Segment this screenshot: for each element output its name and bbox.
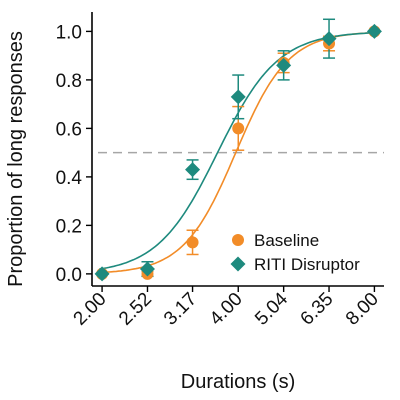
legend-label: RITI Disruptor xyxy=(254,255,360,274)
y-tick-label: 0.8 xyxy=(56,71,82,92)
data-point xyxy=(230,89,246,105)
y-axis-title: Proportion of long responses xyxy=(5,31,27,287)
data-point xyxy=(276,57,292,73)
x-tick-label: 5.04 xyxy=(251,288,292,329)
y-tick-label: 0.0 xyxy=(56,265,82,286)
x-tick-label: 3.17 xyxy=(160,289,201,330)
data-point xyxy=(186,236,199,249)
data-points xyxy=(94,23,382,282)
x-axis-title: Durations (s) xyxy=(181,371,295,393)
x-tick-label: 6.35 xyxy=(297,289,338,330)
data-point xyxy=(94,266,110,282)
y-tick-label: 0.6 xyxy=(56,119,82,140)
axes: 0.0 0.2 0.4 0.6 0.8 1.0 2.00 2.52 3.17 4.00 5.04 6.… xyxy=(56,12,384,330)
data-point xyxy=(185,162,201,178)
y-tick-label: 0.4 xyxy=(56,168,83,189)
x-tick-label: 2.00 xyxy=(70,289,111,330)
x-tick-label: 8.00 xyxy=(342,289,383,330)
data-point xyxy=(366,23,382,39)
y-tick-label: 0.2 xyxy=(56,216,82,237)
legend-label: Baseline xyxy=(254,231,319,250)
data-point xyxy=(232,122,245,135)
data-point xyxy=(321,31,337,47)
y-tick-label: 1.0 xyxy=(56,22,82,43)
x-tick-label: 4.00 xyxy=(206,289,247,330)
legend-marker xyxy=(230,256,246,272)
data-point xyxy=(139,261,155,277)
legend-marker xyxy=(232,234,244,246)
legend: Baseline RITI Disruptor xyxy=(230,231,360,274)
x-tick-label: 2.52 xyxy=(115,289,156,330)
